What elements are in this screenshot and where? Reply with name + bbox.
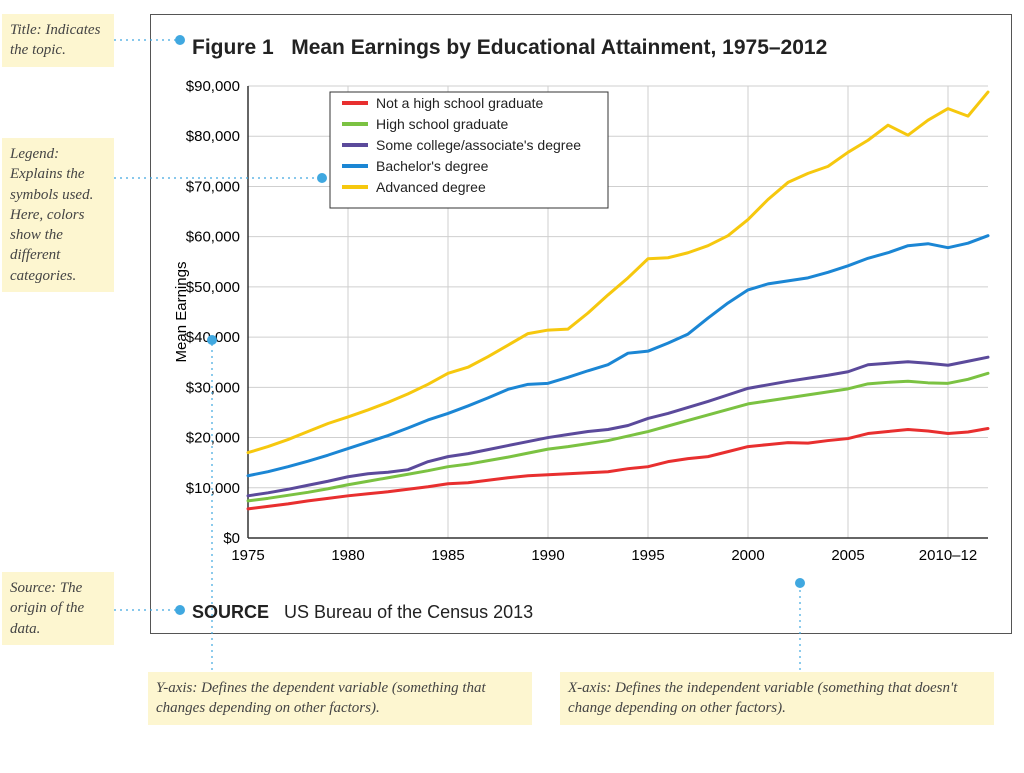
callout-lines: [0, 0, 1024, 773]
